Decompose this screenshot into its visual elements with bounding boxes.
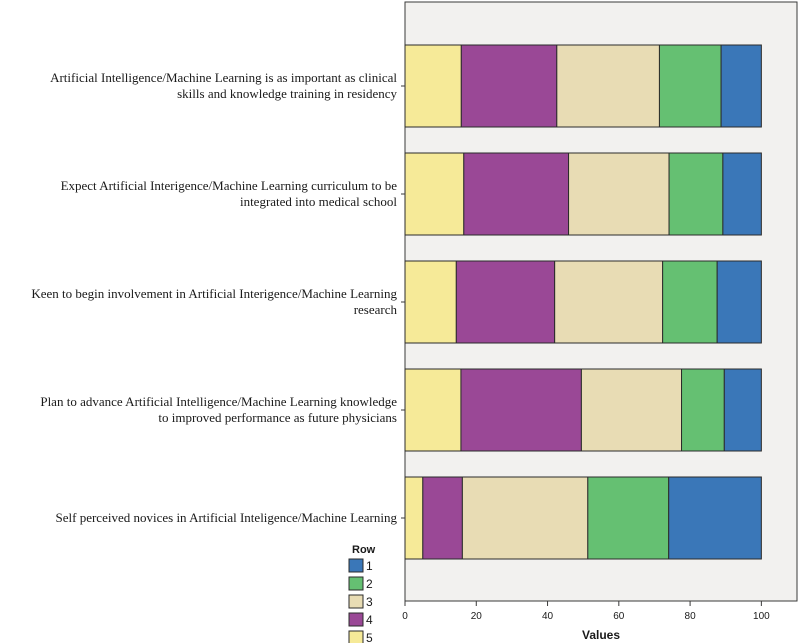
bar-segment-row1-cat4: [723, 368, 762, 452]
category-label-2-line-2: integrated into medical school: [240, 194, 397, 209]
x-tick-label-40: 40: [542, 611, 554, 622]
legend-label-5: 5: [366, 631, 373, 643]
legend-swatch-2: [348, 576, 364, 591]
x-tick-label-100: 100: [753, 611, 770, 622]
bar-segment-row3-cat5: [461, 476, 589, 560]
bar-segment-row5-cat5: [404, 476, 424, 560]
legend-swatch-4: [348, 612, 364, 627]
x-tick-label-80: 80: [685, 611, 697, 622]
bar-segment-row5-cat1: [404, 44, 462, 128]
x-axis-title: Values: [582, 628, 620, 642]
category-label-5-line-1: Self perceived novices in Artificial Int…: [56, 510, 398, 525]
bar-segment-row3-cat3: [554, 260, 664, 344]
bar-segment-row1-cat1: [720, 44, 762, 128]
legend-label-3: 3: [366, 595, 373, 609]
bar-segment-row4-cat5: [422, 476, 463, 560]
category-label-4-line-2: to improved performance as future physic…: [158, 410, 397, 425]
legend-title: Row: [352, 544, 376, 556]
x-tick-label-0: 0: [402, 611, 408, 622]
bar-segment-row4-cat2: [463, 152, 570, 236]
category-label-1-line-1: Artificial Intelligence/Machine Learning…: [50, 70, 397, 85]
category-label-4-line-1: Plan to advance Artificial Intelligence/…: [40, 394, 397, 409]
bar-segment-row2-cat5: [587, 476, 670, 560]
bar-segment-row5-cat3: [404, 260, 457, 344]
legend-swatch-1: [348, 558, 364, 573]
category-label-3-line-2: research: [354, 302, 398, 317]
legend-label-4: 4: [366, 613, 373, 627]
bar-segment-row5-cat4: [404, 368, 462, 452]
bar-segment-row3-cat2: [568, 152, 670, 236]
bar-segment-row1-cat5: [668, 476, 762, 560]
bar-segment-row5-cat2: [404, 152, 465, 236]
bar-segment-row2-cat1: [658, 44, 722, 128]
x-tick-label-60: 60: [613, 611, 625, 622]
bar-segment-row3-cat4: [580, 368, 683, 452]
category-label-2-line-1: Expect Artificial Interigence/Machine Le…: [61, 178, 398, 193]
category-label-3-line-1: Keen to begin involvement in Artificial …: [31, 286, 397, 301]
bar-segment-row4-cat1: [460, 44, 558, 128]
bar-segment-row2-cat4: [681, 368, 725, 452]
bar-segment-row1-cat3: [716, 260, 762, 344]
bar-segment-row4-cat4: [460, 368, 582, 452]
legend-swatch-5: [348, 630, 364, 643]
legend-label-1: 1: [366, 559, 373, 573]
bar-segment-row2-cat2: [668, 152, 724, 236]
bar-segment-row3-cat1: [556, 44, 660, 128]
legend-swatch-3: [348, 594, 364, 609]
bar-segment-row1-cat2: [722, 152, 762, 236]
legend-label-2: 2: [366, 577, 373, 591]
bar-segment-row4-cat3: [455, 260, 556, 344]
category-label-1-line-2: skills and knowledge training in residen…: [177, 86, 397, 101]
bar-segment-row2-cat3: [662, 260, 718, 344]
x-tick-label-20: 20: [471, 611, 483, 622]
